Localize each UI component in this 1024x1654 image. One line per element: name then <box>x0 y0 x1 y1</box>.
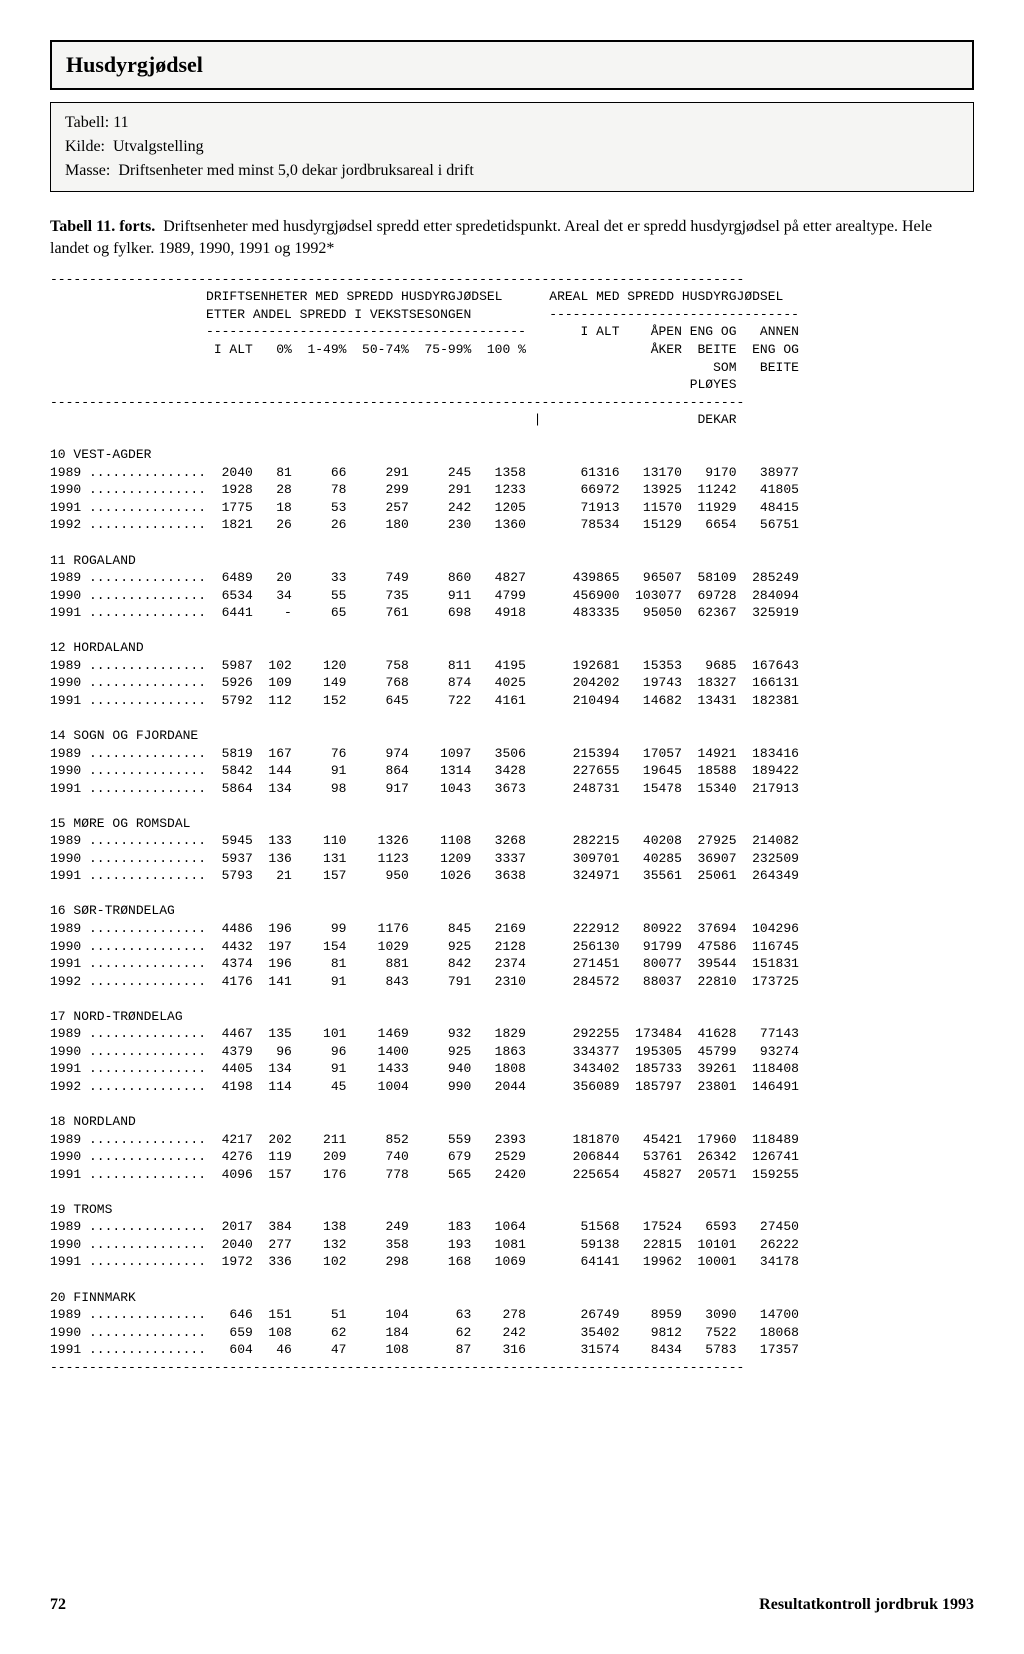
table-caption: Tabell 11. forts. Driftsenheter med husd… <box>50 216 974 261</box>
kilde-row: Kilde: Utvalgstelling <box>65 135 959 159</box>
page-footer: 72 Resultatkontroll jordbruk 1993 <box>50 1596 974 1614</box>
masse-label: Masse: <box>65 162 110 179</box>
publication-title: Resultatkontroll jordbruk 1993 <box>759 1596 974 1614</box>
kilde-value: Utvalgstelling <box>113 138 204 155</box>
caption-bold: Tabell 11. forts. <box>50 218 155 235</box>
data-table: ----------------------------------------… <box>50 271 974 1376</box>
kilde-label: Kilde: <box>65 138 105 155</box>
tabell-value: 11 <box>113 114 128 131</box>
page-number: 72 <box>50 1596 66 1614</box>
caption-rest: Driftsenheter med husdyrgjødsel spredd e… <box>50 218 932 257</box>
masse-value: Driftsenheter med minst 5,0 dekar jordbr… <box>118 162 473 179</box>
masse-row: Masse: Driftsenheter med minst 5,0 dekar… <box>65 159 959 183</box>
tabell-row: Tabell: 11 <box>65 111 959 135</box>
metadata-box: Tabell: 11 Kilde: Utvalgstelling Masse: … <box>50 102 974 192</box>
title-box: Husdyrgjødsel <box>50 40 974 90</box>
page-title: Husdyrgjødsel <box>66 52 958 78</box>
tabell-label: Tabell: <box>65 114 109 131</box>
